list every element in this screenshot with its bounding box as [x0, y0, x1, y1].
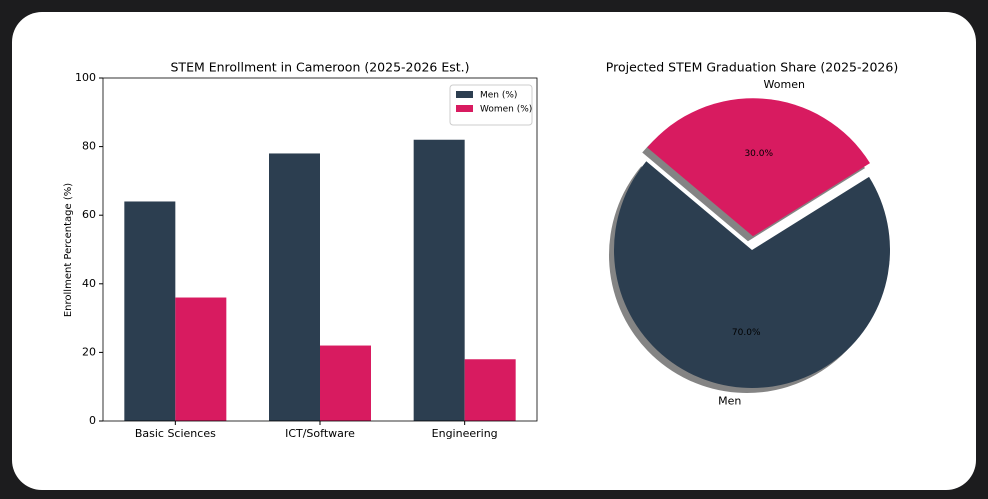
- y-tick-label: 20: [82, 345, 96, 358]
- x-tick-label: ICT/Software: [285, 427, 355, 440]
- bar: [124, 201, 176, 421]
- legend-swatch: [456, 105, 473, 112]
- y-axis-label: Enrollment Percentage (%): [63, 183, 74, 317]
- y-tick-label: 100: [75, 71, 96, 84]
- bar-title: STEM Enrollment in Cameroon (2025-2026 E…: [171, 60, 470, 75]
- pie-value-label: 30.0%: [744, 149, 773, 159]
- y-tick-label: 0: [89, 414, 96, 427]
- bar: [464, 359, 516, 421]
- y-tick-label: 80: [82, 140, 96, 153]
- pie-slice: [614, 161, 890, 389]
- pie-title: Projected STEM Graduation Share (2025-20…: [606, 60, 898, 75]
- x-tick-label: Engineering: [432, 427, 498, 440]
- legend-label: Women (%): [480, 105, 532, 115]
- pie-value-label: 70.0%: [732, 328, 761, 338]
- y-tick-label: 60: [82, 208, 96, 221]
- y-tick-label: 40: [82, 277, 96, 290]
- x-tick-label: Basic Sciences: [135, 427, 216, 440]
- legend-swatch: [456, 91, 473, 98]
- legend-label: Men (%): [480, 91, 517, 101]
- bar: [269, 153, 320, 421]
- pie-label: Women: [764, 78, 805, 91]
- pie-label: Men: [718, 394, 741, 407]
- bar: [413, 139, 465, 422]
- bar: [320, 345, 371, 421]
- pie-slice: [647, 98, 870, 237]
- bar: [175, 297, 227, 421]
